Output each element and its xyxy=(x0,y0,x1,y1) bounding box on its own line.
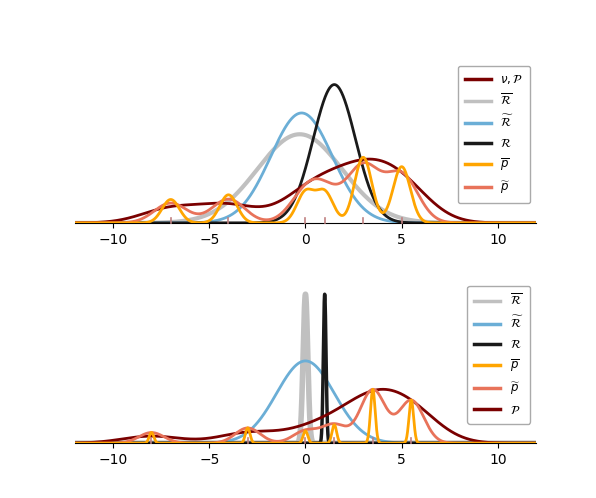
Legend: $\nu, \mathcal{P}$, $\overline{\mathcal{R}}$, $\widetilde{\mathcal{R}}$, $\mathc: $\nu, \mathcal{P}$, $\overline{\mathcal{… xyxy=(458,66,530,203)
Legend: $\overline{\mathcal{R}}$, $\widetilde{\mathcal{R}}$, $\mathcal{R}$, $\overline{p: $\overline{\mathcal{R}}$, $\widetilde{\m… xyxy=(467,286,530,424)
